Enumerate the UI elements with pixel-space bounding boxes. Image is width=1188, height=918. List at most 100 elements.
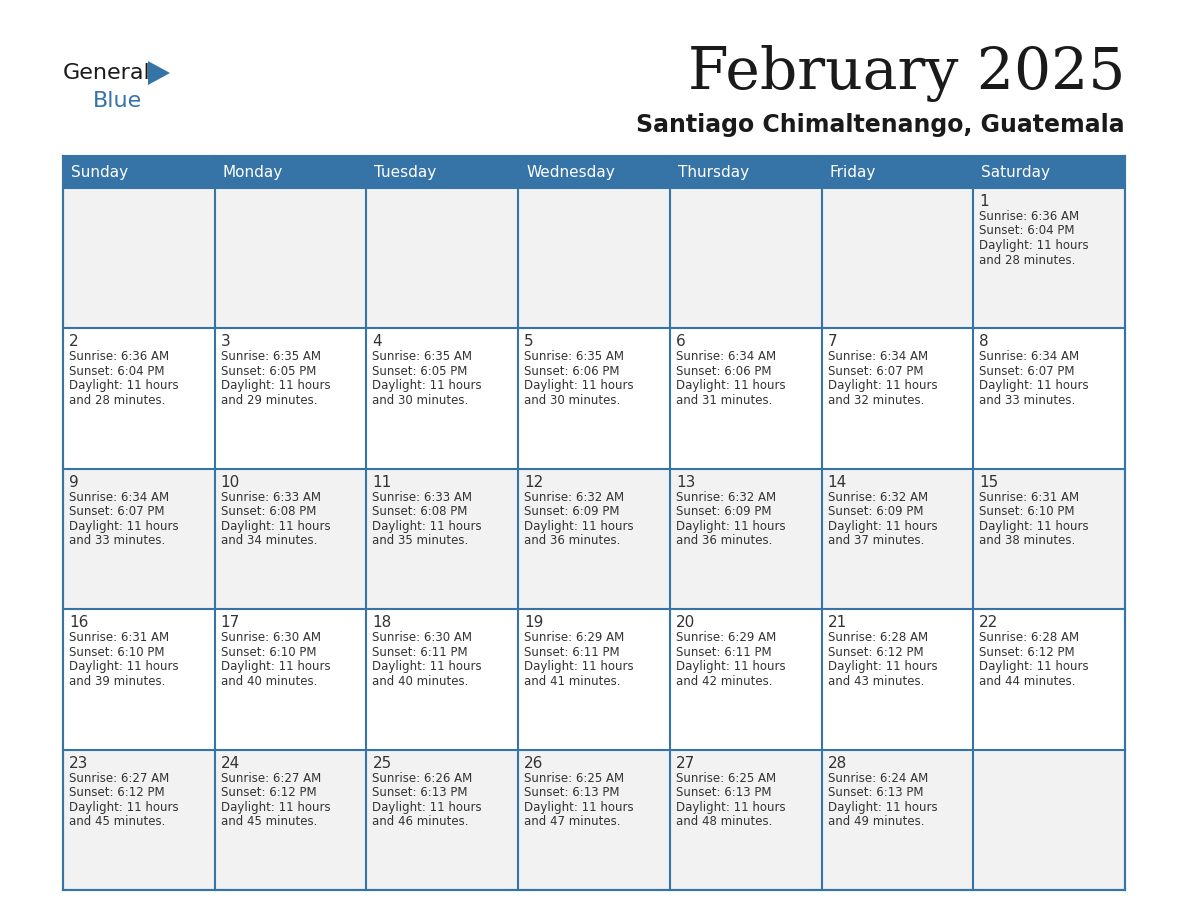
Text: Sunset: 6:11 PM: Sunset: 6:11 PM bbox=[524, 645, 620, 659]
Text: 6: 6 bbox=[676, 334, 685, 350]
Bar bbox=[63, 188, 215, 329]
Text: Daylight: 11 hours: Daylight: 11 hours bbox=[979, 520, 1089, 532]
Text: and 34 minutes.: and 34 minutes. bbox=[221, 534, 317, 547]
Bar bbox=[366, 329, 518, 469]
Text: Sunset: 6:07 PM: Sunset: 6:07 PM bbox=[979, 364, 1075, 378]
Text: Daylight: 11 hours: Daylight: 11 hours bbox=[372, 520, 482, 532]
Text: and 44 minutes.: and 44 minutes. bbox=[979, 675, 1076, 688]
Text: 25: 25 bbox=[372, 756, 392, 770]
Text: Daylight: 11 hours: Daylight: 11 hours bbox=[676, 660, 785, 673]
Text: Daylight: 11 hours: Daylight: 11 hours bbox=[828, 660, 937, 673]
Text: Daylight: 11 hours: Daylight: 11 hours bbox=[221, 520, 330, 532]
Text: Sunrise: 6:25 AM: Sunrise: 6:25 AM bbox=[524, 772, 624, 785]
Text: Daylight: 11 hours: Daylight: 11 hours bbox=[676, 379, 785, 392]
Bar bbox=[822, 610, 973, 750]
Text: 3: 3 bbox=[221, 334, 230, 350]
Bar bbox=[366, 610, 518, 750]
Bar bbox=[366, 188, 518, 329]
Text: Sunset: 6:12 PM: Sunset: 6:12 PM bbox=[979, 645, 1075, 659]
Text: Daylight: 11 hours: Daylight: 11 hours bbox=[372, 800, 482, 813]
Text: 10: 10 bbox=[221, 475, 240, 490]
Text: Sunset: 6:13 PM: Sunset: 6:13 PM bbox=[828, 786, 923, 799]
Text: and 37 minutes.: and 37 minutes. bbox=[828, 534, 924, 547]
Text: Sunrise: 6:30 AM: Sunrise: 6:30 AM bbox=[221, 632, 321, 644]
Text: Daylight: 11 hours: Daylight: 11 hours bbox=[676, 520, 785, 532]
Bar bbox=[670, 329, 822, 469]
Text: Sunrise: 6:24 AM: Sunrise: 6:24 AM bbox=[828, 772, 928, 785]
Text: Sunset: 6:09 PM: Sunset: 6:09 PM bbox=[524, 505, 620, 519]
Text: Sunrise: 6:33 AM: Sunrise: 6:33 AM bbox=[221, 491, 321, 504]
Text: Daylight: 11 hours: Daylight: 11 hours bbox=[221, 379, 330, 392]
Bar bbox=[215, 610, 366, 750]
Text: and 40 minutes.: and 40 minutes. bbox=[372, 675, 469, 688]
Text: Sunset: 6:06 PM: Sunset: 6:06 PM bbox=[524, 364, 620, 378]
Bar bbox=[822, 750, 973, 890]
Text: 2: 2 bbox=[69, 334, 78, 350]
Text: Daylight: 11 hours: Daylight: 11 hours bbox=[69, 379, 178, 392]
Text: and 40 minutes.: and 40 minutes. bbox=[221, 675, 317, 688]
Text: Daylight: 11 hours: Daylight: 11 hours bbox=[979, 239, 1089, 252]
Bar bbox=[973, 610, 1125, 750]
Bar bbox=[366, 750, 518, 890]
Text: and 47 minutes.: and 47 minutes. bbox=[524, 815, 620, 828]
Text: Sunset: 6:08 PM: Sunset: 6:08 PM bbox=[372, 505, 468, 519]
Text: and 38 minutes.: and 38 minutes. bbox=[979, 534, 1075, 547]
Text: Sunrise: 6:34 AM: Sunrise: 6:34 AM bbox=[828, 351, 928, 364]
Text: 4: 4 bbox=[372, 334, 383, 350]
Text: Friday: Friday bbox=[829, 164, 876, 180]
Bar bbox=[215, 750, 366, 890]
Text: 28: 28 bbox=[828, 756, 847, 770]
Text: Sunset: 6:09 PM: Sunset: 6:09 PM bbox=[828, 505, 923, 519]
Text: Sunset: 6:08 PM: Sunset: 6:08 PM bbox=[221, 505, 316, 519]
Bar bbox=[63, 329, 215, 469]
Text: Sunset: 6:12 PM: Sunset: 6:12 PM bbox=[828, 645, 923, 659]
Text: Sunrise: 6:31 AM: Sunrise: 6:31 AM bbox=[69, 632, 169, 644]
Text: Blue: Blue bbox=[93, 91, 143, 111]
Text: and 31 minutes.: and 31 minutes. bbox=[676, 394, 772, 407]
Text: and 36 minutes.: and 36 minutes. bbox=[676, 534, 772, 547]
Text: and 28 minutes.: and 28 minutes. bbox=[69, 394, 165, 407]
Text: Sunrise: 6:36 AM: Sunrise: 6:36 AM bbox=[979, 210, 1080, 223]
Bar bbox=[366, 469, 518, 610]
Bar bbox=[822, 329, 973, 469]
Bar bbox=[973, 329, 1125, 469]
Bar bbox=[63, 469, 215, 610]
Bar bbox=[518, 610, 670, 750]
Text: Sunrise: 6:28 AM: Sunrise: 6:28 AM bbox=[979, 632, 1080, 644]
Bar bbox=[973, 750, 1125, 890]
Text: 5: 5 bbox=[524, 334, 533, 350]
Text: Sunset: 6:10 PM: Sunset: 6:10 PM bbox=[221, 645, 316, 659]
Bar bbox=[973, 188, 1125, 329]
Bar bbox=[215, 329, 366, 469]
Bar bbox=[973, 469, 1125, 610]
Text: and 30 minutes.: and 30 minutes. bbox=[372, 394, 469, 407]
Text: and 42 minutes.: and 42 minutes. bbox=[676, 675, 772, 688]
Text: and 43 minutes.: and 43 minutes. bbox=[828, 675, 924, 688]
Text: Sunday: Sunday bbox=[71, 164, 128, 180]
Text: Daylight: 11 hours: Daylight: 11 hours bbox=[979, 660, 1089, 673]
Text: Sunset: 6:04 PM: Sunset: 6:04 PM bbox=[69, 364, 164, 378]
Text: Sunset: 6:10 PM: Sunset: 6:10 PM bbox=[69, 645, 164, 659]
Text: 17: 17 bbox=[221, 615, 240, 630]
Text: 15: 15 bbox=[979, 475, 999, 490]
Text: Santiago Chimaltenango, Guatemala: Santiago Chimaltenango, Guatemala bbox=[637, 113, 1125, 137]
Text: Daylight: 11 hours: Daylight: 11 hours bbox=[979, 379, 1089, 392]
Bar bbox=[518, 750, 670, 890]
Text: and 45 minutes.: and 45 minutes. bbox=[221, 815, 317, 828]
Text: Sunset: 6:07 PM: Sunset: 6:07 PM bbox=[69, 505, 164, 519]
Text: 1: 1 bbox=[979, 194, 988, 209]
Text: and 49 minutes.: and 49 minutes. bbox=[828, 815, 924, 828]
Text: 26: 26 bbox=[524, 756, 544, 770]
Text: Sunset: 6:05 PM: Sunset: 6:05 PM bbox=[372, 364, 468, 378]
Text: Daylight: 11 hours: Daylight: 11 hours bbox=[828, 379, 937, 392]
Text: Sunset: 6:05 PM: Sunset: 6:05 PM bbox=[221, 364, 316, 378]
Text: 22: 22 bbox=[979, 615, 999, 630]
Text: Sunrise: 6:32 AM: Sunrise: 6:32 AM bbox=[828, 491, 928, 504]
Text: 9: 9 bbox=[69, 475, 78, 490]
Text: Sunrise: 6:32 AM: Sunrise: 6:32 AM bbox=[524, 491, 624, 504]
Text: Daylight: 11 hours: Daylight: 11 hours bbox=[524, 520, 633, 532]
Bar bbox=[215, 469, 366, 610]
Text: Sunrise: 6:35 AM: Sunrise: 6:35 AM bbox=[524, 351, 624, 364]
Bar bbox=[670, 750, 822, 890]
Text: Tuesday: Tuesday bbox=[374, 164, 437, 180]
